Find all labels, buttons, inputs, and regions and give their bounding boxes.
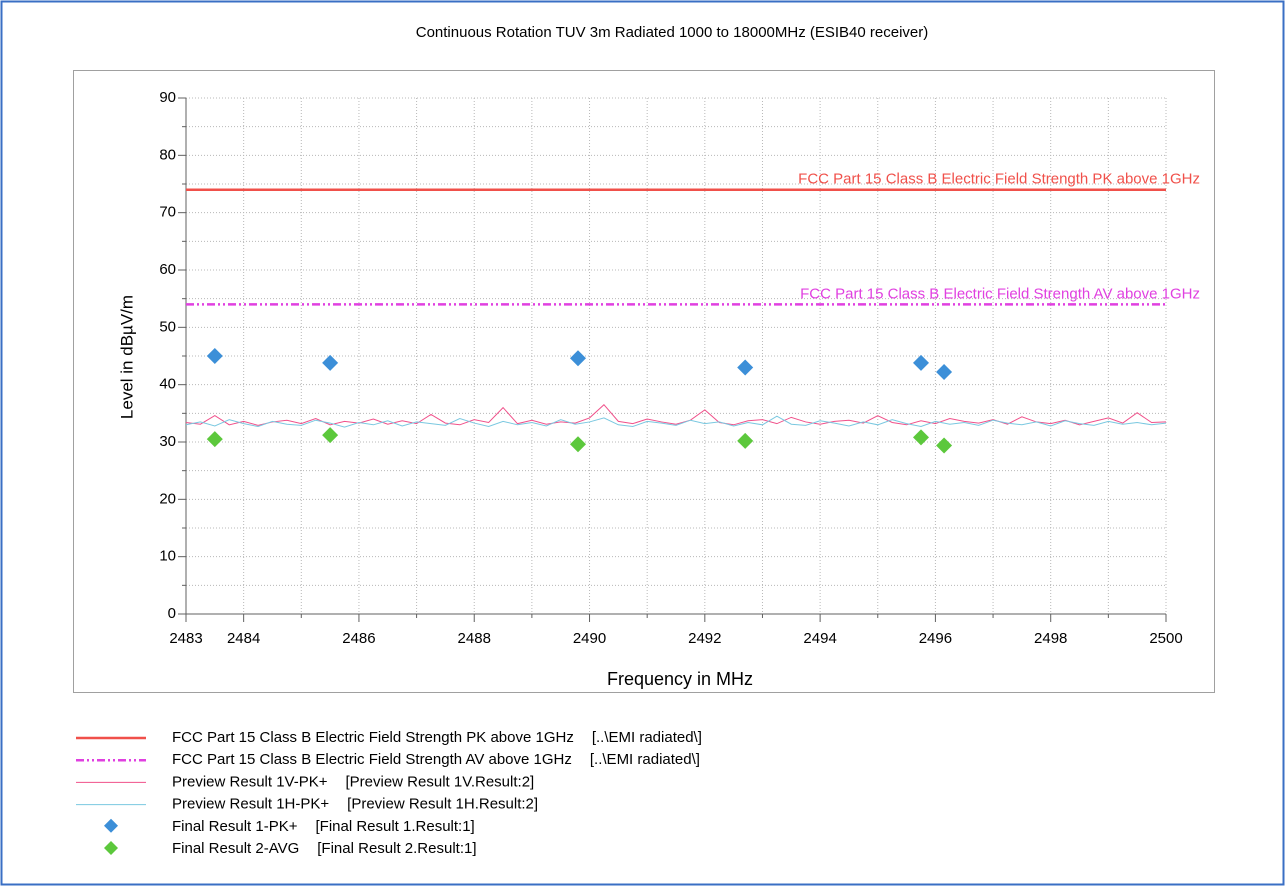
x-tick-label: 2486 [342,630,375,647]
marker [206,348,223,364]
plot-box [73,70,1215,693]
x-tick-label: 2490 [573,630,606,647]
marker [913,429,929,446]
marker [206,431,223,448]
legend-source: [Final Result 1.Result:1] [315,818,474,835]
legend-name: FCC Part 15 Class B Electric Field Stren… [172,751,572,768]
marker [570,350,586,367]
series-line [185,404,1167,426]
y-tick-label: 60 [159,261,176,278]
x-tick-label: 2488 [458,630,491,647]
marker [570,436,586,453]
y-tick-label: 10 [159,548,176,565]
marker [936,364,953,381]
legend-source: [..\EMI radiated\] [590,751,700,768]
marker [936,437,953,454]
x-tick-label: 2483 [169,630,202,647]
x-tick-label: 2498 [1034,630,1067,647]
x-tick-label: 2484 [227,630,260,647]
x-tick-label: 2492 [688,630,721,647]
y-tick-label: 40 [159,376,176,393]
y-tick-label: 50 [159,318,176,335]
marker [322,427,339,444]
chart-title: Continuous Rotation TUV 3m Radiated 1000… [416,24,929,41]
legend-swatch [104,841,118,855]
legend-source: [Preview Result 1H.Result:2] [347,796,538,813]
x-tick-label: 2500 [1149,630,1182,647]
marker [737,359,754,376]
legend-name: Preview Result 1V-PK+ [172,773,328,790]
legend-name: Final Result 2-AVG [172,840,299,857]
marker [322,354,339,371]
legend-name: Preview Result 1H-PK+ [172,796,329,813]
legend-name: FCC Part 15 Class B Electric Field Stren… [172,729,574,746]
legend-source: [Preview Result 1V.Result:2] [346,773,535,790]
legend-swatch [104,818,118,833]
y-tick-label: 90 [159,89,176,106]
y-tick-label: 80 [159,146,176,163]
x-tick-label: 2494 [803,630,836,647]
limit-label: FCC Part 15 Class B Electric Field Stren… [800,285,1200,302]
marker [913,354,929,371]
marker [737,432,754,449]
x-tick-label: 2496 [919,630,952,647]
y-axis-label: Level in dBµV/m [117,295,136,419]
y-tick-label: 20 [159,490,176,507]
legend-name: Final Result 1-PK+ [172,818,298,835]
legend-source: [..\EMI radiated\] [592,729,702,746]
x-axis-label: Frequency in MHz [607,669,753,689]
y-tick-label: 70 [159,204,176,221]
series-line [185,415,1167,428]
legend-source: [Final Result 2.Result:1] [317,840,476,857]
y-tick-label: 0 [168,605,176,622]
limit-label: FCC Part 15 Class B Electric Field Stren… [798,171,1200,188]
y-tick-label: 30 [159,433,176,450]
